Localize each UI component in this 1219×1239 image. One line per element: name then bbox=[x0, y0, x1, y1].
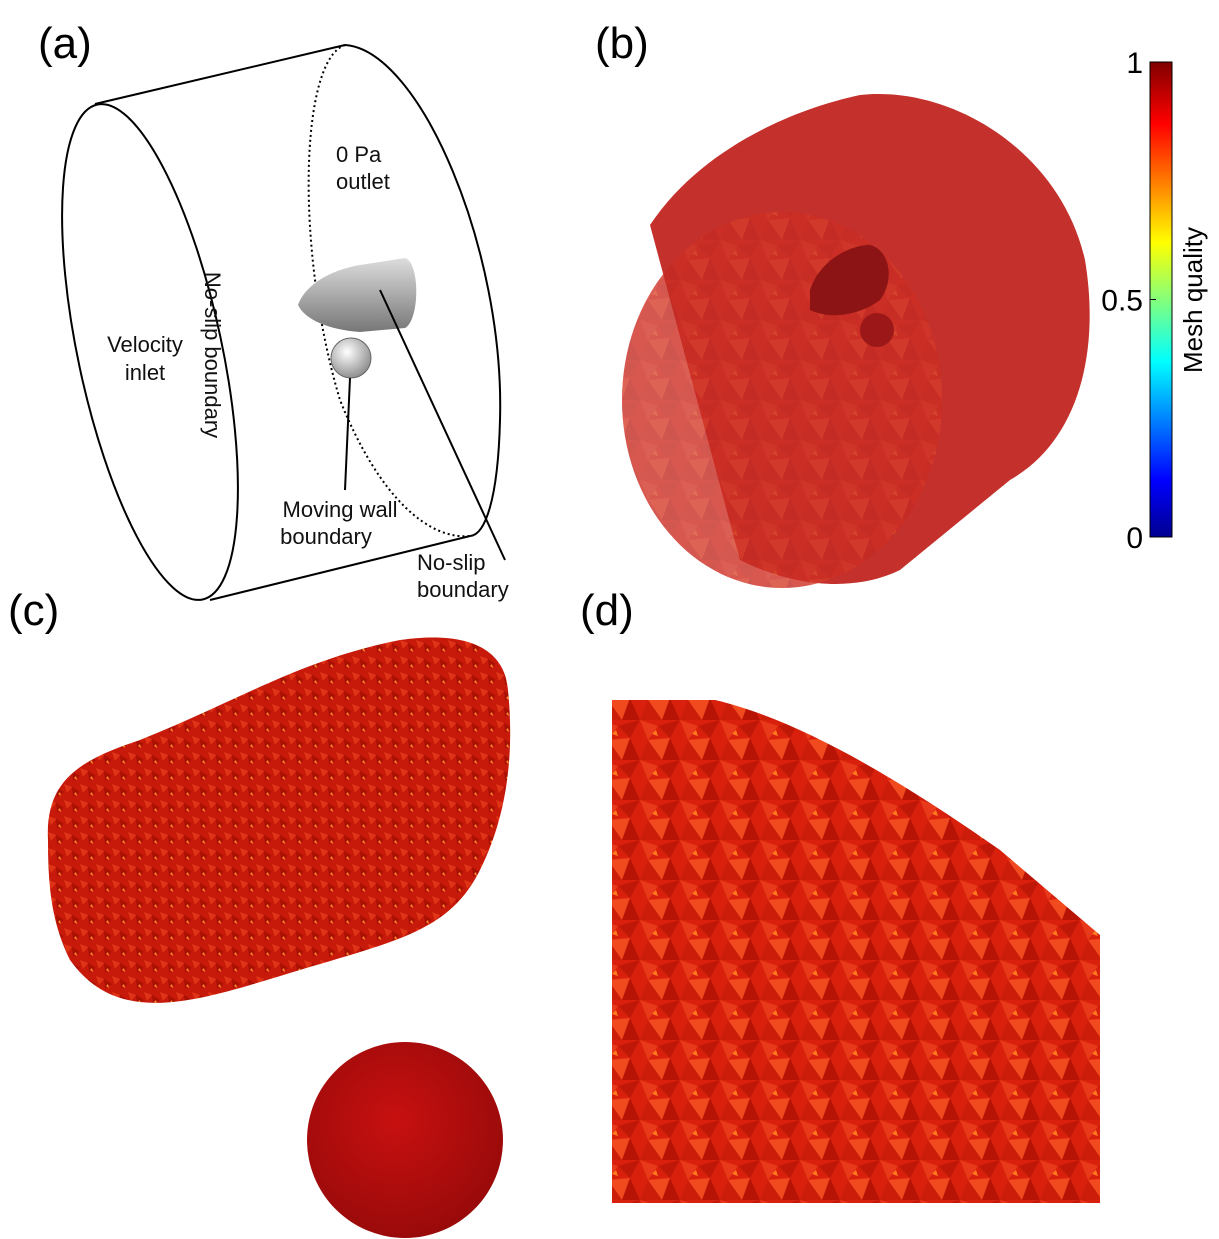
sphere-mesh bbox=[307, 1042, 503, 1238]
annotation: Velocity bbox=[107, 332, 183, 357]
annotation: 0 Pa bbox=[336, 142, 382, 167]
colorbar-tick-label: 0 bbox=[1126, 522, 1143, 555]
panel-label: (a) bbox=[38, 19, 92, 68]
figure: (a) (b) (c) (d) 0 Pa outlet No-slip boun… bbox=[0, 0, 1219, 1239]
annotation: inlet bbox=[125, 360, 165, 385]
colorbar-tick-label: 1 bbox=[1126, 47, 1143, 80]
mesh-closeup bbox=[612, 700, 1100, 1203]
annotation: boundary bbox=[417, 577, 509, 602]
panel-label: (b) bbox=[595, 19, 649, 68]
annotation: No-slip bbox=[417, 550, 485, 575]
annotation: No-slip boundary bbox=[200, 272, 225, 438]
annotation: Moving wall bbox=[283, 497, 398, 522]
annotation: boundary bbox=[280, 524, 372, 549]
body-mesh bbox=[48, 637, 510, 1002]
panel-label: (d) bbox=[580, 586, 634, 635]
colorbar-label: Mesh quality bbox=[1178, 227, 1208, 373]
panel-label: (c) bbox=[8, 586, 59, 635]
mesh-cylinder bbox=[622, 94, 1090, 588]
domain-sketch bbox=[27, 45, 505, 614]
annotation: outlet bbox=[336, 169, 390, 194]
colorbar-tick-label: 0.5 bbox=[1101, 285, 1143, 318]
